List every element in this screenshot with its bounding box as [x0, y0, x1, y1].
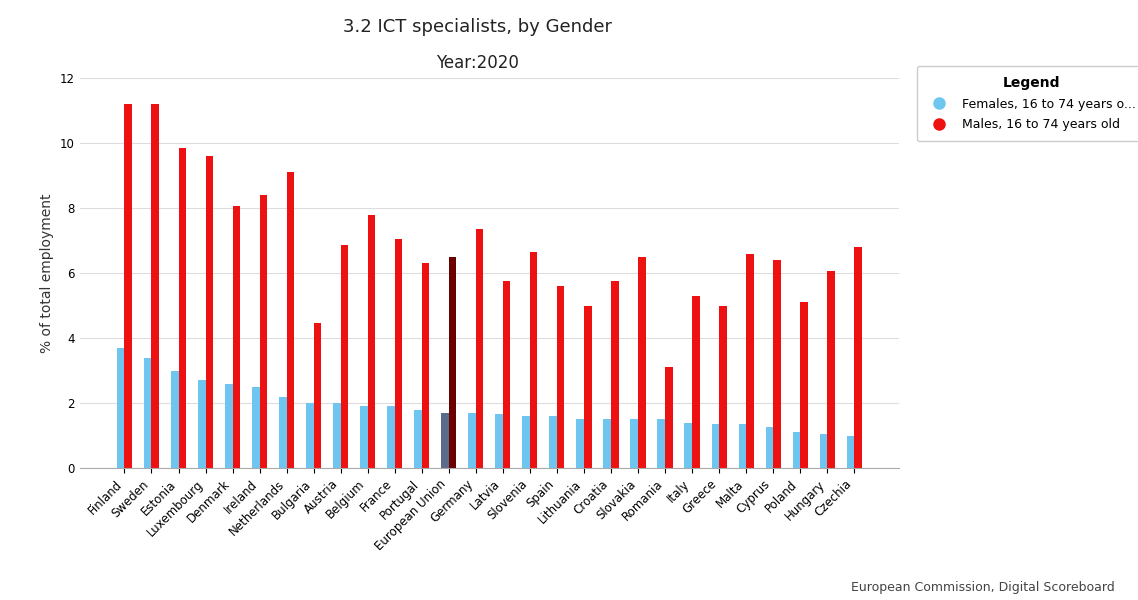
Bar	[259, 195, 267, 468]
Bar	[711, 424, 719, 468]
Bar	[800, 302, 808, 468]
Bar	[179, 148, 187, 468]
Bar	[855, 247, 861, 468]
Bar	[576, 419, 584, 468]
Bar	[530, 252, 537, 468]
Bar	[665, 367, 673, 468]
Bar	[684, 422, 692, 468]
Bar	[151, 104, 159, 468]
Bar	[827, 271, 835, 468]
Bar	[225, 383, 232, 468]
Bar	[747, 253, 753, 468]
Bar	[287, 172, 295, 468]
Bar	[658, 419, 665, 468]
Bar	[611, 281, 619, 468]
Bar	[584, 305, 592, 468]
Text: Year:2020: Year:2020	[437, 54, 519, 72]
Bar	[495, 415, 503, 468]
Bar	[448, 257, 456, 468]
Bar	[340, 245, 348, 468]
Bar	[692, 296, 700, 468]
Bar	[414, 409, 422, 468]
Text: European Commission, Digital Scoreboard: European Commission, Digital Scoreboard	[851, 581, 1115, 594]
Bar	[603, 419, 611, 468]
Bar	[550, 416, 556, 468]
Bar	[638, 257, 645, 468]
Bar	[792, 432, 800, 468]
Bar	[766, 427, 773, 468]
Bar	[117, 348, 124, 468]
Bar	[503, 281, 511, 468]
Bar	[198, 380, 206, 468]
Bar	[124, 104, 132, 468]
Bar	[206, 156, 213, 468]
Bar	[630, 419, 638, 468]
Bar	[476, 229, 484, 468]
Bar	[422, 263, 429, 468]
Bar	[468, 413, 476, 468]
Bar	[773, 260, 781, 468]
Bar	[360, 406, 368, 468]
Bar	[279, 397, 287, 468]
Bar	[368, 214, 376, 468]
Text: 3.2 ICT specialists, by Gender: 3.2 ICT specialists, by Gender	[344, 18, 612, 36]
Bar	[232, 206, 240, 468]
Bar	[719, 305, 727, 468]
Bar	[143, 358, 151, 468]
Bar	[847, 436, 855, 468]
Bar	[395, 239, 403, 468]
Bar	[251, 387, 259, 468]
Bar	[442, 413, 448, 468]
Bar	[819, 434, 827, 468]
Y-axis label: % of total employment: % of total employment	[40, 193, 55, 353]
Bar	[314, 323, 321, 468]
Bar	[556, 286, 564, 468]
Bar	[333, 403, 340, 468]
Bar	[387, 406, 395, 468]
Bar	[171, 370, 179, 468]
Bar	[739, 424, 747, 468]
Bar	[306, 403, 314, 468]
Legend: Females, 16 to 74 years o..., Males, 16 to 74 years old: Females, 16 to 74 years o..., Males, 16 …	[916, 66, 1138, 141]
Bar	[522, 416, 530, 468]
